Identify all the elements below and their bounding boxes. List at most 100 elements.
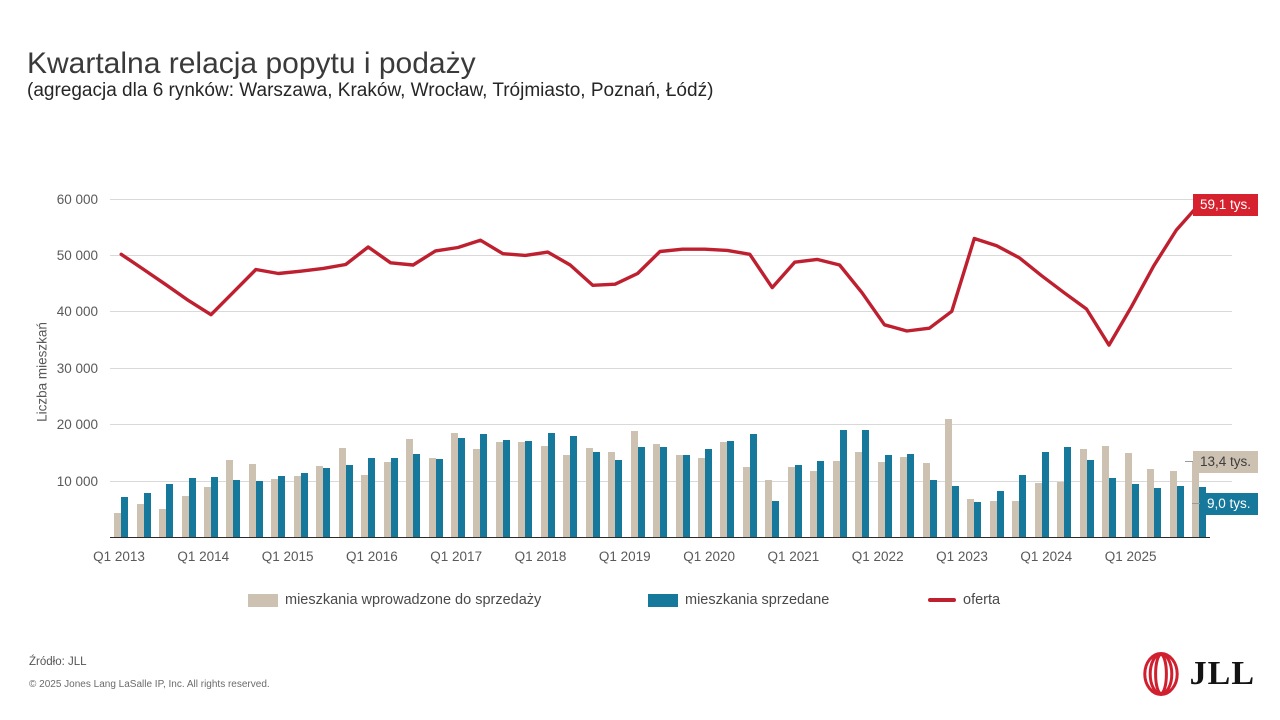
bar-group-q2-2024	[1120, 190, 1142, 538]
launched-bar	[518, 442, 526, 538]
bar-group-q1-2015	[290, 190, 312, 538]
sold-bar	[166, 484, 174, 538]
bar-group-q1-2013	[110, 190, 132, 538]
offer-line-layer	[119, 202, 1201, 347]
legend-label: mieszkania sprzedane	[685, 592, 830, 608]
launched-bar	[495, 441, 503, 538]
sold-bar	[211, 477, 219, 538]
sold-bar	[705, 448, 712, 538]
launched-bar	[765, 480, 773, 538]
page-title: Kwartalna relacja popytu i podaży	[27, 47, 476, 81]
bar-group-q2-2015	[312, 190, 334, 538]
bar-group-q1-2019	[649, 190, 671, 538]
sold-bar	[951, 486, 959, 538]
bar-group-q3-2018	[604, 190, 626, 538]
x-tick-label: Q1 2015	[261, 549, 314, 564]
launched-bar	[159, 508, 167, 538]
sold-bar	[817, 460, 825, 538]
bar-group-q1-2023	[1008, 190, 1030, 538]
launched-bar	[1079, 449, 1087, 538]
launched-bar	[114, 513, 122, 538]
launched-bar	[563, 455, 571, 538]
bar-group-q4-2024	[1165, 190, 1187, 538]
launched-bar	[877, 461, 885, 538]
legend-swatch	[928, 598, 956, 602]
gridline	[110, 424, 1232, 426]
sold-bar	[1176, 485, 1184, 538]
bar-group-q3-2020	[784, 190, 806, 538]
launched-bar	[989, 500, 997, 538]
bar-group-q3-2024	[1143, 190, 1165, 538]
bar-groups	[110, 190, 1210, 538]
gridline	[110, 480, 1232, 482]
bar-group-q1-2021	[829, 190, 851, 538]
launched-bar	[832, 461, 840, 538]
x-axis-ticks: Q1 2013 Q1 2014 Q1 2015 Q1 2016 Q1 2017 Q1 20…	[93, 549, 1232, 569]
x-tick-label: Q1 2024	[1020, 549, 1073, 564]
bar-group-q4-2015	[357, 190, 379, 538]
launched-bar	[406, 439, 414, 538]
y-tick-label: 50 000	[56, 248, 98, 263]
bar-group-q1-2020	[739, 190, 761, 538]
sold-bar	[502, 440, 510, 538]
sold-bar	[547, 433, 555, 538]
sold-bar	[1109, 477, 1117, 538]
jll-logo-text: JLL	[1189, 655, 1255, 692]
sold-bar	[592, 451, 600, 538]
bar-group-q4-2017	[537, 190, 559, 538]
bar-group-q3-2015	[335, 190, 357, 538]
source-note: Źródło: JLL	[29, 656, 87, 668]
launched-bar	[608, 452, 616, 538]
launched-bar	[787, 466, 795, 538]
sold-bar	[1131, 484, 1139, 538]
callout-teal: 9,0 tys.	[1200, 493, 1258, 516]
legend-label: oferta	[963, 592, 1001, 608]
launched-bar	[1012, 501, 1020, 538]
bar-group-q2-2022	[941, 190, 963, 538]
sold-bar	[233, 480, 241, 538]
gridline	[110, 367, 1232, 369]
bar-group-q1-2018	[559, 190, 581, 538]
sold-bar	[794, 464, 802, 538]
legend-item: mieszkania sprzedane	[648, 592, 829, 608]
bar-group-q2-2019	[671, 190, 693, 538]
launched-bar	[967, 499, 975, 538]
legend-swatch	[248, 593, 278, 607]
bar-group-q3-2016	[424, 190, 446, 538]
launched-bar	[451, 433, 459, 538]
legend-swatch	[648, 593, 678, 607]
launched-bar	[900, 456, 908, 538]
bar-group-q2-2013	[132, 190, 154, 538]
combo-chart: 10 000 20 000 30 000 40 000 50 000 60 000 59,…	[57, 190, 1259, 538]
chart-legend: mieszkania wprowadzone do sprzedaży miesz…	[0, 592, 1280, 614]
sold-bar	[368, 458, 376, 538]
bar-group-q3-2019	[694, 190, 716, 538]
callout-leader	[1192, 503, 1200, 505]
sold-bar	[1086, 459, 1094, 538]
launched-bar	[742, 466, 750, 538]
launched-bar	[585, 448, 593, 538]
launched-bar	[1102, 445, 1110, 538]
sold-bar	[570, 435, 578, 538]
launched-bar	[136, 503, 144, 538]
bar-group-q4-2019	[716, 190, 738, 538]
sold-bar	[458, 437, 466, 538]
sold-bar	[1019, 474, 1027, 538]
bar-group-q1-2024	[1098, 190, 1120, 538]
launched-bar	[1169, 470, 1177, 538]
sold-bar	[996, 490, 1004, 538]
launched-bar	[1147, 468, 1155, 538]
sold-bar	[682, 454, 690, 538]
launched-bar	[1057, 482, 1065, 538]
launched-bar	[226, 460, 234, 538]
bar-group-q2-2021	[851, 190, 873, 538]
sold-bar	[435, 459, 443, 538]
y-tick-label: 60 000	[56, 191, 98, 207]
bar-group-q4-2023	[1075, 190, 1097, 538]
bar-group-q1-2016	[379, 190, 401, 538]
sold-bar	[1041, 451, 1049, 538]
sold-bar	[390, 457, 398, 538]
bar-group-q1-2022	[918, 190, 940, 538]
launched-bar	[271, 478, 279, 538]
sold-bar	[637, 447, 645, 538]
